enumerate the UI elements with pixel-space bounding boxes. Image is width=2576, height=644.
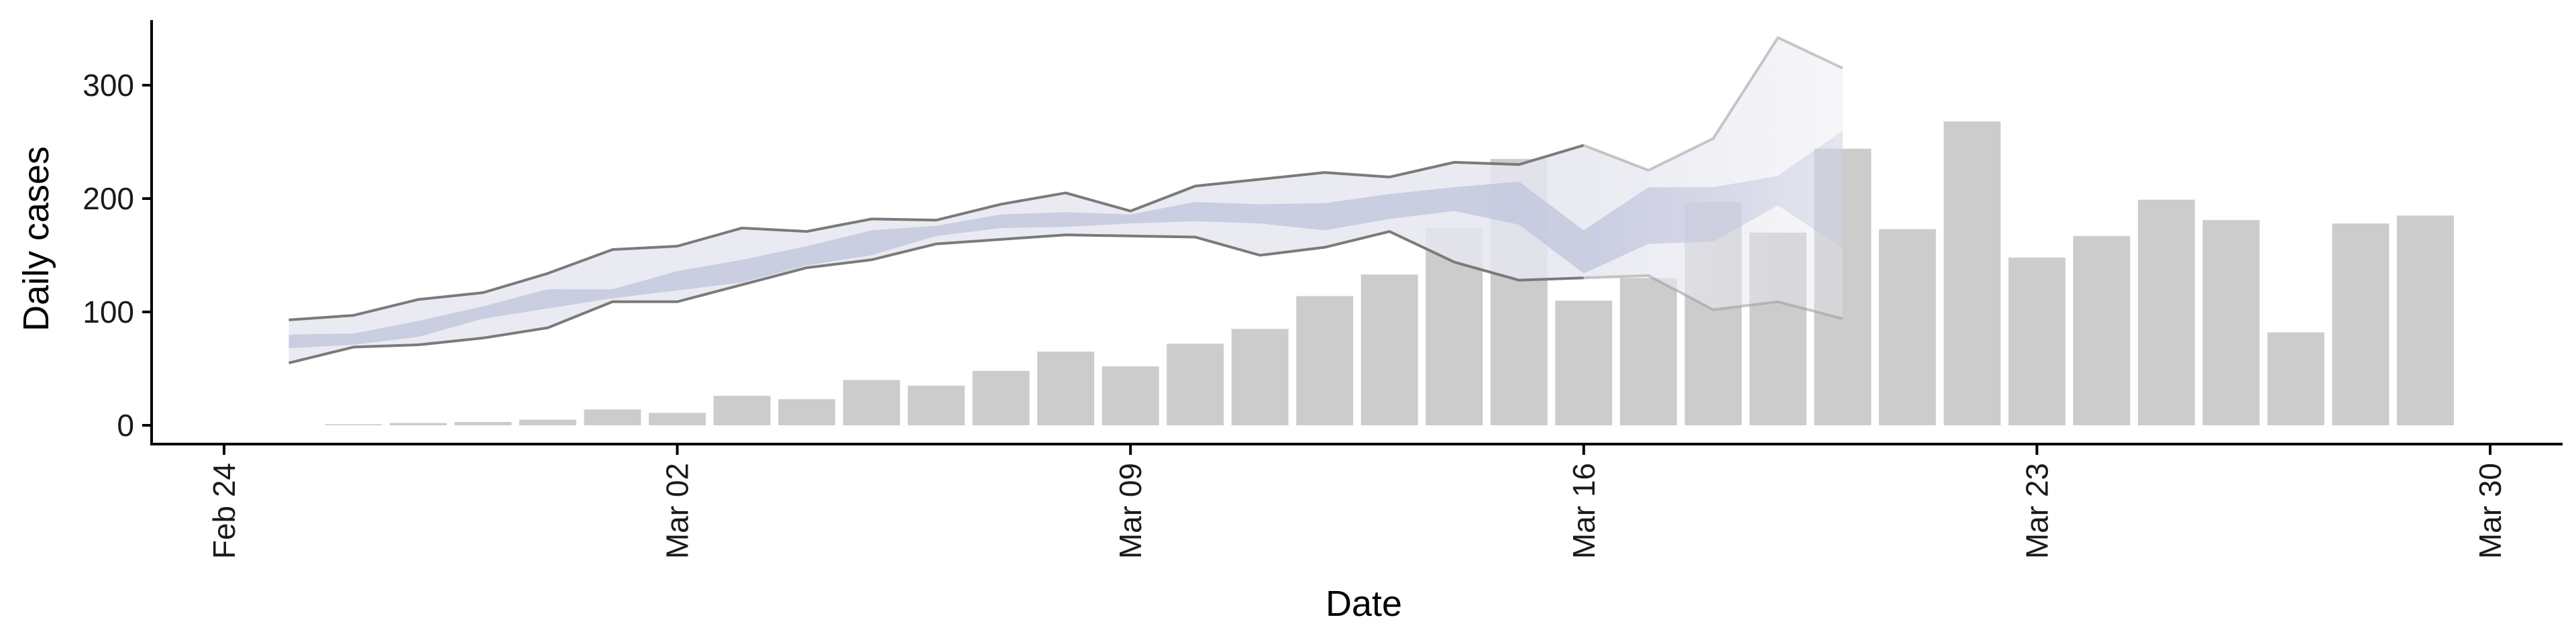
- bar: [1167, 343, 1224, 425]
- bar: [908, 385, 965, 425]
- x-tick-label: Mar 16: [1566, 463, 1601, 559]
- band-inner-area: [288, 130, 1843, 349]
- band-upper-line: [288, 144, 1585, 321]
- bar: [972, 370, 1030, 425]
- bar: [1360, 274, 1418, 425]
- bar: [519, 419, 577, 425]
- x-tick-label: Mar 30: [2473, 463, 2508, 559]
- bar: [584, 409, 641, 425]
- x-tick-label: Mar 02: [660, 463, 695, 559]
- bar: [1296, 296, 1354, 425]
- x-tick-label: Mar 23: [2019, 463, 2054, 559]
- bar: [843, 380, 900, 425]
- band-lower-line-projection: [1583, 274, 1843, 321]
- band-layer: [288, 36, 1843, 364]
- bar: [325, 424, 382, 425]
- bar: [2202, 220, 2260, 425]
- bar: [2073, 235, 2131, 425]
- x-axis-ticks: Feb 24 Mar 02 Mar 09 Mar 16 Mar 23 Mar 30: [207, 444, 2508, 559]
- y-axis-title: Daily cases: [16, 146, 56, 331]
- bar: [454, 421, 512, 425]
- bar: [1943, 121, 2001, 425]
- bar: [1102, 366, 1159, 425]
- band-lower-line: [288, 230, 1584, 364]
- bar: [649, 413, 706, 425]
- bar: [1037, 352, 1095, 425]
- y-tick-label: 200: [83, 181, 134, 216]
- bar: [2332, 223, 2390, 425]
- y-tick-label: 100: [83, 294, 134, 329]
- band-upper-line-projection: [1583, 36, 1843, 172]
- bar: [778, 399, 836, 425]
- y-axis-ticks: 0 100 200 300: [83, 68, 152, 443]
- bar: [1619, 278, 1677, 425]
- x-tick-label: Mar 09: [1113, 463, 1148, 559]
- bar: [2397, 215, 2454, 425]
- y-tick-label: 0: [117, 408, 134, 443]
- y-tick-label: 300: [83, 68, 134, 103]
- bar: [390, 423, 447, 425]
- bar: [2008, 257, 2065, 425]
- bar: [1231, 329, 1289, 425]
- bar: [2137, 199, 2195, 425]
- bar: [1555, 301, 1613, 425]
- bar: [1878, 229, 1936, 425]
- x-tick-label: Feb 24: [207, 463, 241, 559]
- x-axis-title: Date: [1326, 584, 1402, 624]
- bar: [713, 396, 771, 425]
- bar: [2267, 332, 2324, 425]
